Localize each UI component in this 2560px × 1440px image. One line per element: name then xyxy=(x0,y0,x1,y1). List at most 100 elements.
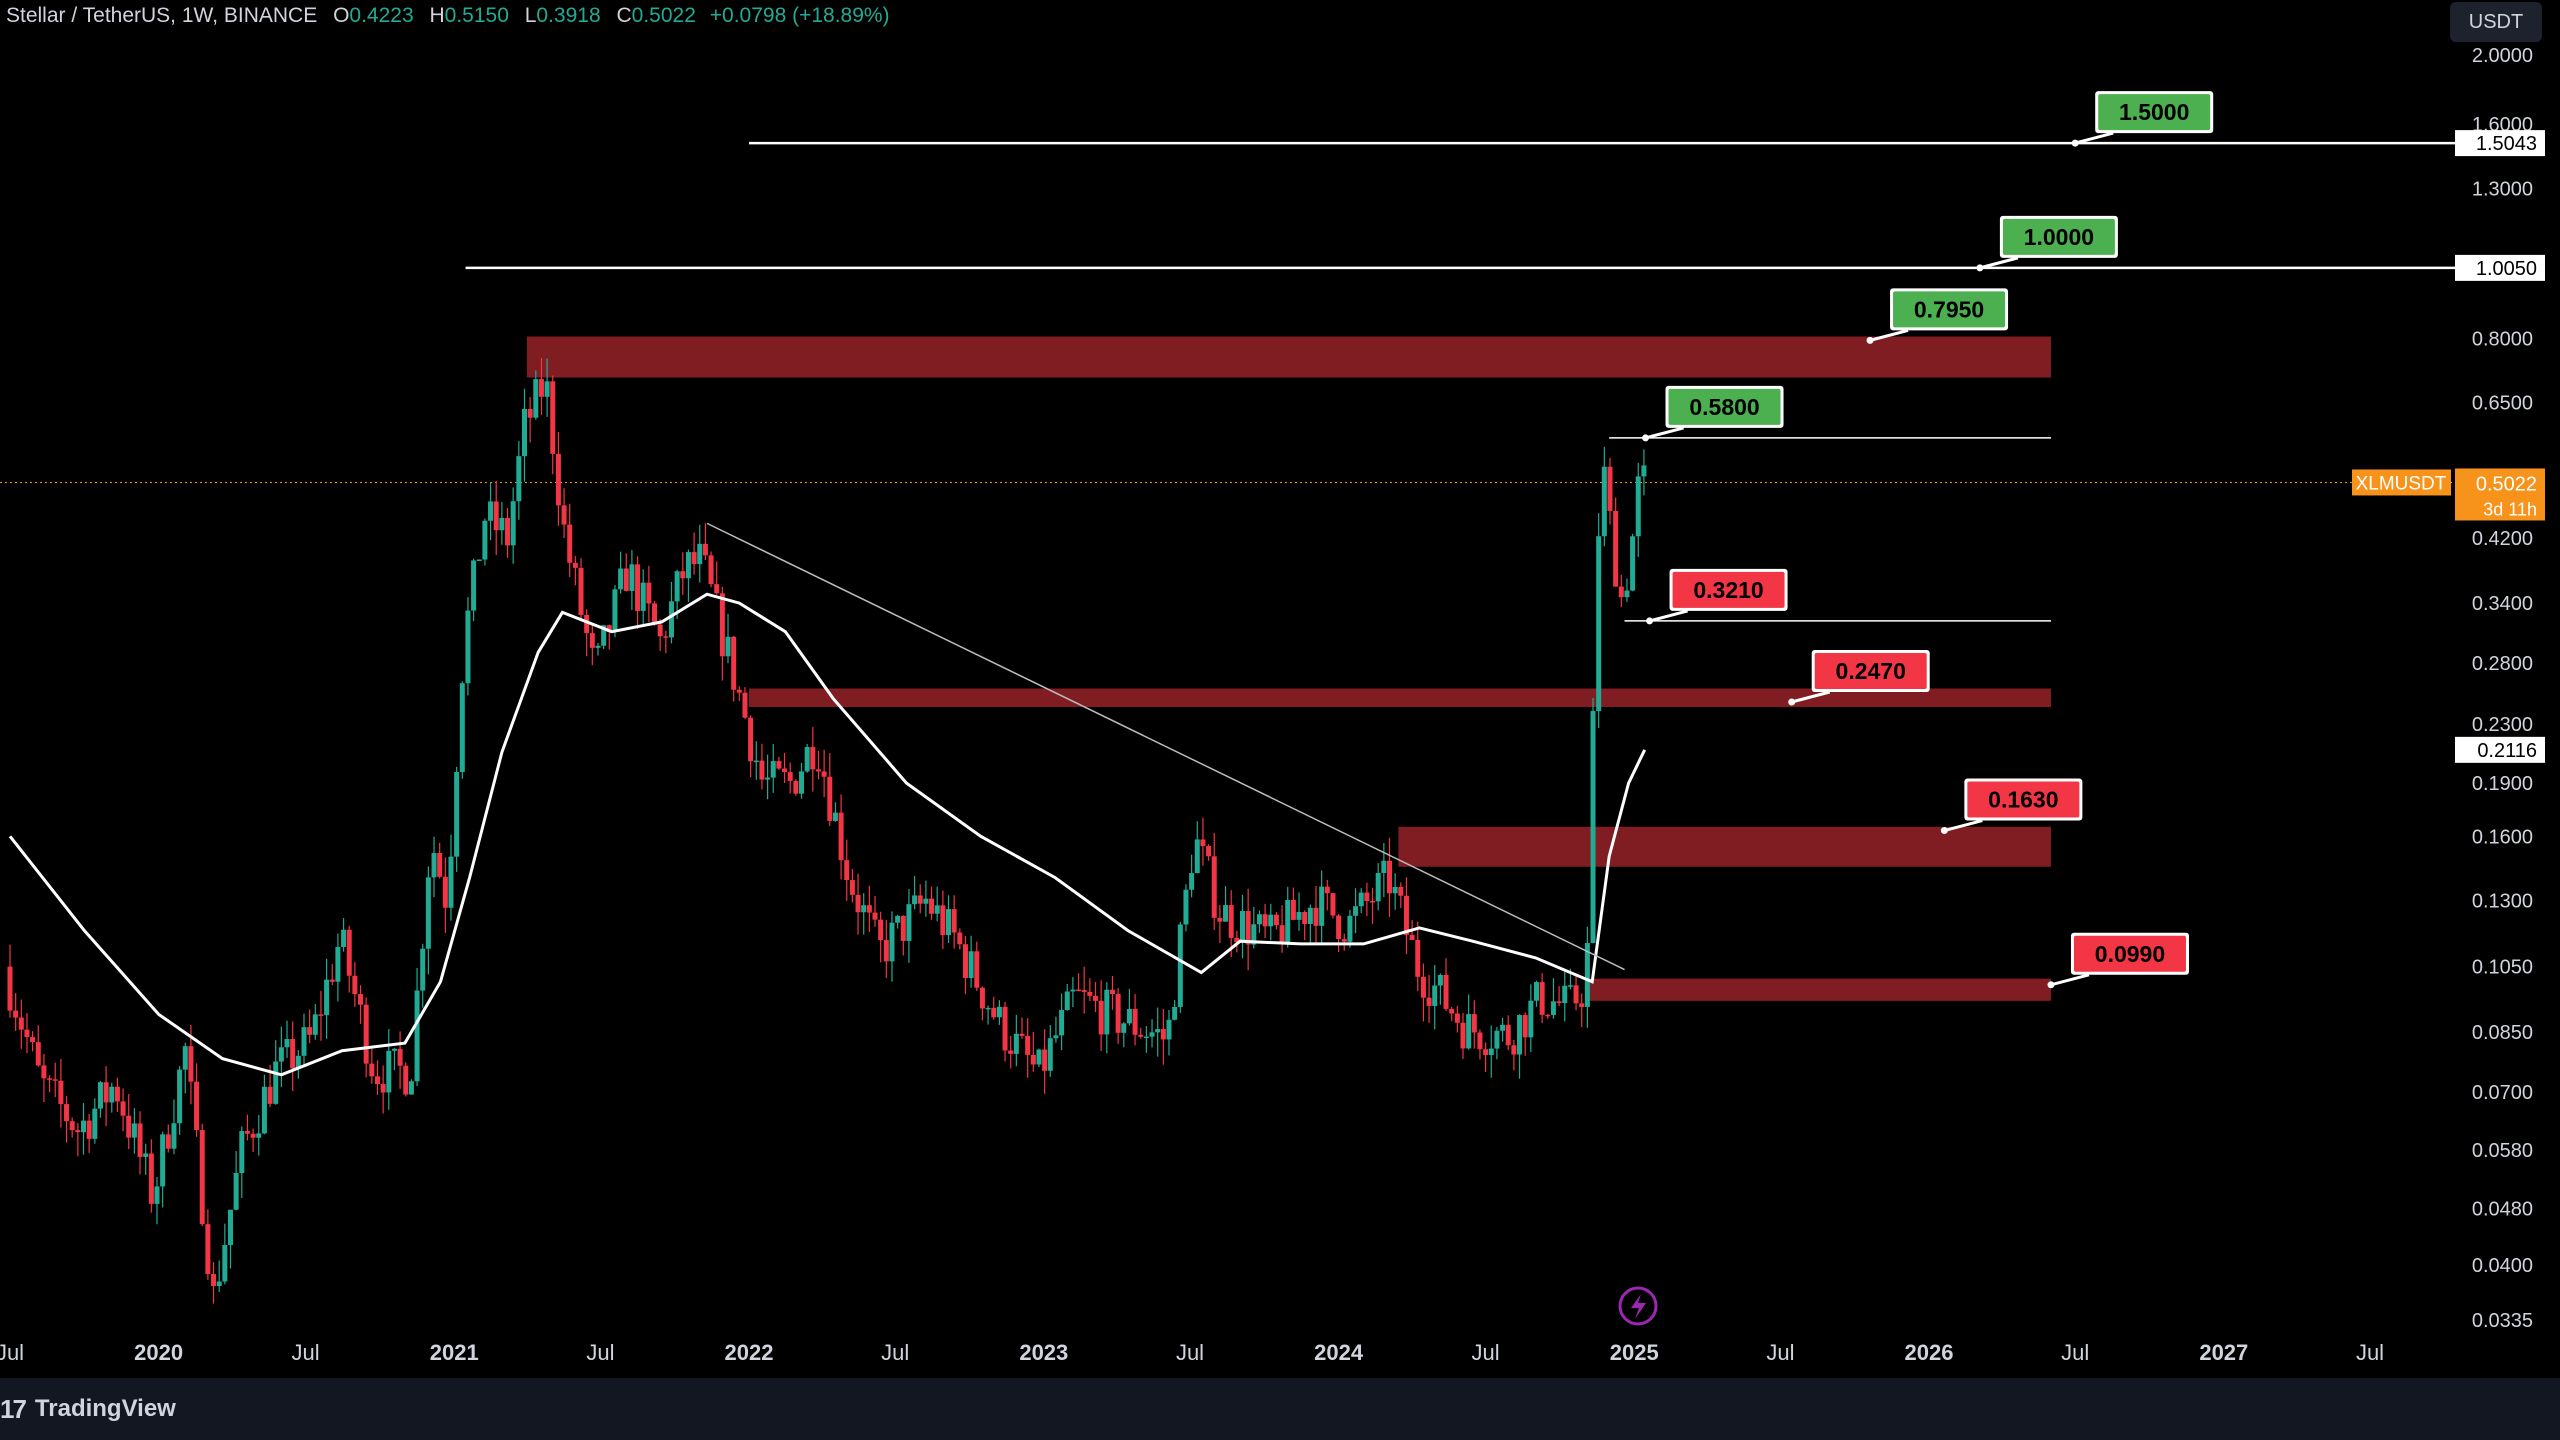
candle-body xyxy=(1279,925,1285,945)
candle-body xyxy=(985,1007,991,1010)
callout-anchor-dot xyxy=(2071,139,2079,147)
lightning-event-icon xyxy=(1618,1286,1658,1326)
candle-body xyxy=(1239,910,1245,943)
candle-body xyxy=(301,1027,307,1056)
candle-body xyxy=(510,501,516,546)
candle-body xyxy=(1285,899,1291,945)
candle-body xyxy=(1477,1032,1483,1050)
candle-body xyxy=(810,747,816,770)
candle-body xyxy=(329,979,335,982)
candle-body xyxy=(499,517,505,531)
candle-body xyxy=(1290,899,1296,920)
last-price-label: 0.5022 xyxy=(2476,473,2537,495)
candle-body xyxy=(1160,1029,1166,1040)
candle-body xyxy=(996,1006,1002,1018)
candle-body xyxy=(482,520,488,560)
candle-body xyxy=(69,1121,75,1131)
open-value: 0.4223 xyxy=(349,4,414,27)
candle-body xyxy=(1454,1013,1460,1023)
candle-body xyxy=(1403,895,1409,935)
candle-body xyxy=(527,408,533,418)
candle-body xyxy=(629,564,635,591)
candle-body xyxy=(917,895,923,904)
candle-body xyxy=(24,1029,30,1038)
callout-pointer xyxy=(2050,973,2090,987)
event-icon-ring xyxy=(1618,1286,1658,1326)
callout-pointer xyxy=(1645,426,1684,440)
candle-body xyxy=(1460,1022,1466,1049)
candle-body xyxy=(912,895,918,905)
candle-body xyxy=(250,1133,256,1138)
candle-body xyxy=(934,905,940,914)
candle-body xyxy=(680,571,686,579)
candle-body xyxy=(97,1082,103,1109)
price-tick: 0.0400 xyxy=(2472,1255,2533,1277)
time-tick: 2023 xyxy=(1019,1340,1068,1365)
candle-body xyxy=(855,894,861,913)
candle-body xyxy=(1539,982,1545,1015)
candle-body xyxy=(199,1129,205,1225)
candle-body xyxy=(1273,914,1279,926)
candle-body xyxy=(544,381,550,397)
candle-body xyxy=(1573,985,1579,1004)
candle-body xyxy=(1143,1036,1149,1039)
price-tick: 1.3000 xyxy=(2472,178,2533,200)
tradingview-logo[interactable]: 17 TradingView xyxy=(0,1394,176,1425)
candle-body xyxy=(657,624,663,637)
candle-body xyxy=(951,909,957,933)
candle-body xyxy=(1426,997,1432,1006)
candle-body xyxy=(1584,943,1590,1007)
candle-body xyxy=(239,1131,245,1174)
candle-body xyxy=(1562,985,1568,1004)
candle-body xyxy=(787,772,793,781)
candle-body xyxy=(957,932,963,945)
candle-body xyxy=(442,876,448,908)
candle-body xyxy=(1013,1033,1019,1054)
symbol-tag-box xyxy=(2352,469,2451,496)
candle-body xyxy=(1601,466,1607,537)
candle-body xyxy=(35,1042,41,1066)
candle-body xyxy=(900,915,906,941)
event-icon-bolt xyxy=(1631,1294,1646,1319)
candle-body xyxy=(18,1017,24,1030)
candle-body xyxy=(1409,934,1415,940)
tradingview-logo-icon: 17 xyxy=(0,1393,27,1424)
candle-body xyxy=(550,381,556,454)
candle-body xyxy=(205,1224,211,1275)
target-callout-0.3210: 0.3210 xyxy=(1646,568,1788,625)
brand-name: TradingView xyxy=(34,1395,176,1422)
candle-body xyxy=(1098,1000,1104,1035)
candle-body xyxy=(1392,887,1398,894)
currency-button[interactable]: USDT xyxy=(2450,2,2542,42)
target-callout-0.1630: 0.1630 xyxy=(1940,778,2083,835)
candle-body xyxy=(1556,1001,1562,1004)
candle-body xyxy=(595,645,601,648)
candle-body xyxy=(623,568,629,591)
callout-box xyxy=(2073,935,2186,972)
low-value: 0.3918 xyxy=(536,4,601,27)
candle-body xyxy=(1618,586,1624,598)
candle-body xyxy=(126,1115,132,1138)
candle-body xyxy=(759,760,765,780)
candle-body xyxy=(363,1004,369,1064)
candle-body xyxy=(1613,510,1619,587)
ma-axis-label-box xyxy=(2455,736,2545,763)
candle-body xyxy=(572,562,578,568)
candle-body xyxy=(397,1048,403,1066)
candle-body xyxy=(1635,476,1641,537)
candle-body xyxy=(1330,893,1336,916)
candle-body xyxy=(1166,1019,1172,1040)
callout-anchor-dot xyxy=(1642,434,1650,442)
candle-body xyxy=(1319,886,1325,926)
candle-body xyxy=(736,689,742,693)
candle-body xyxy=(1336,915,1342,940)
candle-body xyxy=(895,915,901,923)
target-callout-0.7950: 0.7950 xyxy=(1866,288,2009,344)
time-tick: 2022 xyxy=(725,1340,774,1365)
callout-anchor-dot xyxy=(1940,827,1948,835)
candle-body xyxy=(13,1010,19,1018)
ma-axis-label: 0.2116 xyxy=(2477,740,2537,762)
candle-body xyxy=(471,560,477,611)
candle-body xyxy=(425,877,431,949)
